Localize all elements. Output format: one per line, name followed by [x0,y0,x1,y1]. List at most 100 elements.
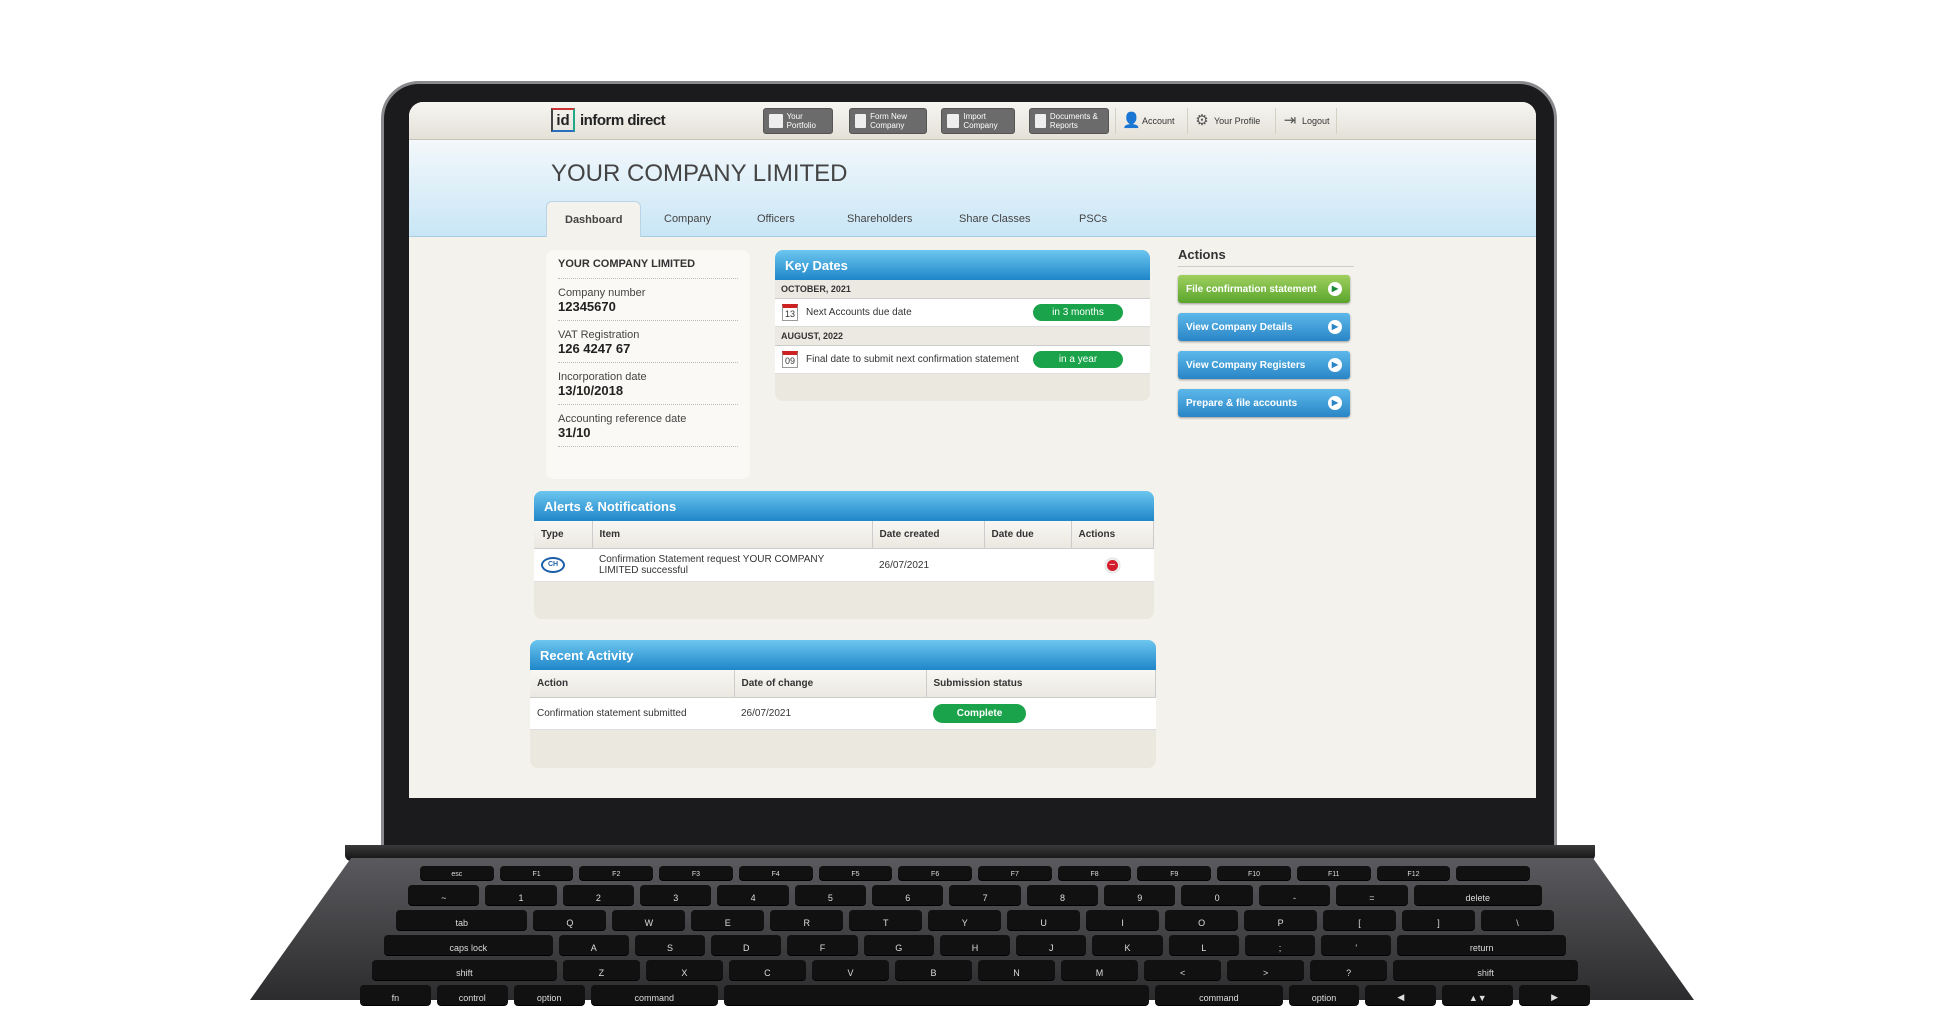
key[interactable]: command [590,985,719,1005]
key[interactable]: control [436,985,508,1005]
nav-documents-reports[interactable]: Documents & Reports [1029,108,1109,134]
key[interactable]: 4 [717,885,789,905]
key[interactable]: shift [371,960,557,980]
key[interactable]: L [1168,935,1239,955]
key[interactable]: F7 [978,866,1052,880]
key[interactable]: 1 [485,885,557,905]
key[interactable]: F11 [1296,866,1371,880]
key[interactable]: caps lock [384,935,553,955]
key[interactable]: Y [928,910,1002,930]
key[interactable]: 9 [1104,885,1176,905]
inform-direct-logo[interactable]: id inform direct [551,108,666,132]
key[interactable]: B [894,960,972,980]
keyboard-row: ~1 2 3 4 5 6 7 8 9 0- = delete [360,885,1590,905]
key[interactable]: X [645,960,723,980]
key[interactable]: fn [360,985,431,1005]
key[interactable]: tab [396,910,528,930]
key[interactable]: 6 [872,885,944,905]
key[interactable]: F12 [1376,866,1451,880]
key[interactable]: 5 [794,885,867,905]
key[interactable] [1456,866,1531,880]
key[interactable]: R [770,910,844,930]
key[interactable]: [ [1323,910,1397,930]
alerts-panel: Alerts & Notifications Type Item Date crea… [534,491,1154,619]
key[interactable]: F [787,935,858,955]
key[interactable]: \ [1481,910,1554,930]
key[interactable]: F6 [898,866,972,880]
tab-dashboard[interactable]: Dashboard [546,201,642,237]
key[interactable]: Q [533,910,607,930]
key[interactable]: U [1007,910,1081,930]
file-confirmation-statement-button[interactable]: File confirmation statement ▶ [1178,275,1350,303]
key[interactable]: F1 [499,866,574,880]
key[interactable]: D [711,935,782,955]
key[interactable]: 0 [1181,885,1253,905]
key[interactable]: W [612,910,686,930]
key[interactable]: A [558,935,629,955]
key[interactable]: option [1288,985,1360,1005]
key[interactable]: return [1397,935,1566,955]
tab-shareholders[interactable]: Shareholders [847,212,913,225]
nav-your-portfolio[interactable]: Your Portfolio [763,108,833,134]
remove-icon[interactable]: – [1104,557,1120,573]
key[interactable]: G [863,935,934,955]
key[interactable]: F2 [579,866,654,880]
nav-account[interactable]: 👤 Account [1115,108,1181,134]
key[interactable]: T [849,910,923,930]
key[interactable]: delete [1413,885,1542,905]
key[interactable]: F10 [1217,866,1291,880]
key[interactable]: S [634,935,706,955]
key[interactable]: command [1155,985,1283,1005]
key[interactable]: F5 [818,866,893,880]
key[interactable]: > [1227,960,1305,980]
key[interactable]: 7 [949,885,1021,905]
key[interactable]: C [728,960,806,980]
key[interactable]: E [691,910,765,930]
key[interactable]: F3 [659,866,733,880]
tab-share-classes[interactable]: Share Classes [959,212,1031,225]
prepare-file-accounts-button[interactable]: Prepare & file accounts ▶ [1178,389,1350,417]
view-company-details-button[interactable]: View Company Details ▶ [1178,313,1350,341]
key[interactable]: P [1244,910,1318,930]
key[interactable]: F9 [1137,866,1212,880]
nav-your-profile[interactable]: ⚙ Your Profile [1187,108,1266,134]
key[interactable]: 3 [640,885,712,905]
view-company-registers-button[interactable]: View Company Registers ▶ [1178,351,1350,379]
key[interactable]: J [1016,935,1087,955]
grid-icon [769,114,783,128]
key[interactable]: N [978,960,1056,980]
key[interactable] [724,985,1150,1005]
key[interactable]: Z [562,960,640,980]
key[interactable]: ▶ [1519,985,1590,1005]
key[interactable]: ◀ [1365,985,1437,1005]
key[interactable]: F4 [738,866,813,880]
key[interactable]: M [1061,960,1139,980]
key[interactable]: ; [1244,935,1316,955]
key[interactable]: - [1258,885,1331,905]
keyboard: esc F1 F2 F3 F4 F5 F6 F7 F8 F9 F10 F11 F12 ~1 2 3 4 5 6 7 8 9… [360,866,1590,1010]
nav-import-company[interactable]: Import Company [941,108,1015,134]
key[interactable]: < [1144,960,1222,980]
key[interactable]: I [1086,910,1160,930]
key[interactable]: H [939,935,1011,955]
tab-pscs[interactable]: PSCs [1079,212,1108,225]
key[interactable]: F8 [1057,866,1132,880]
key[interactable]: ] [1402,910,1475,930]
key[interactable]: ' [1321,935,1392,955]
nav-logout[interactable]: ⇥ Logout [1275,108,1337,134]
key[interactable]: option [513,985,585,1005]
key[interactable]: O [1165,910,1239,930]
key[interactable]: shift [1393,960,1579,980]
key[interactable]: = [1336,885,1408,905]
key[interactable]: ~ [408,885,480,905]
key[interactable]: ? [1310,960,1388,980]
key[interactable]: 8 [1026,885,1099,905]
key[interactable]: esc [419,866,494,880]
nav-form-new-company[interactable]: Form New Company [849,108,927,134]
key[interactable]: K [1092,935,1163,955]
key[interactable]: 2 [562,885,635,905]
key[interactable]: V [811,960,889,980]
key[interactable]: ▲▼ [1442,985,1514,1005]
tab-officers[interactable]: Officers [757,212,795,225]
tab-company[interactable]: Company [664,212,712,225]
